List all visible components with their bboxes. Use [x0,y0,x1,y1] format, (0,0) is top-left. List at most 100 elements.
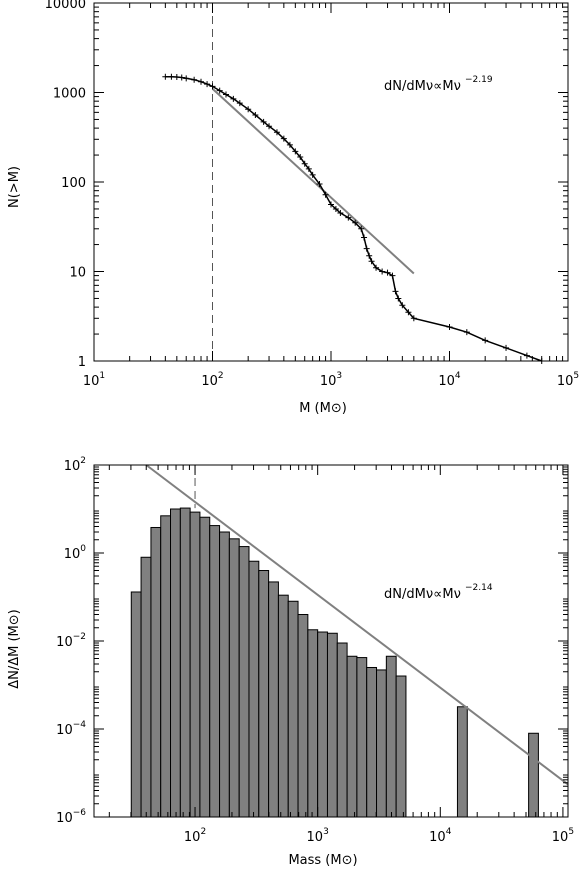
power-law-fit-line [145,464,569,786]
bottom-x-axis-label: Mass (M⊙) [288,853,357,868]
top-annotation-text: dN/dMν∝Mν [384,79,461,94]
bottom-y-axis-label: ΔN/ΔM (M⊙) [7,609,22,689]
histogram-bar [228,538,240,818]
y-tick-label: 100 [64,544,87,562]
data-point [410,315,417,322]
histogram-bar [160,515,172,818]
power-law-fit-line [211,88,415,275]
data-point [316,180,323,187]
histogram-bar [376,669,387,818]
data-point [322,191,329,198]
bottom-x-tick-labels: 102 103 104 105 [184,827,574,845]
data-point [358,225,365,232]
y-tick-label: 10−2 [56,632,86,650]
histogram-bar [317,631,328,818]
histogram-bar [395,675,407,818]
data-point [503,344,510,351]
data-point [368,258,375,265]
data-point [301,160,308,167]
x-tick-label: 101 [83,371,105,389]
data-point [463,329,470,336]
x-tick-label: 103 [307,827,329,845]
histogram-bar [307,629,319,818]
histogram-bar [140,556,152,818]
y-tick-label: 1000 [53,87,86,102]
data-point [198,78,205,85]
bottom-axes [93,464,569,818]
data-point [245,106,252,113]
data-point [332,205,339,212]
y-tick-label: 10−4 [56,720,86,738]
data-point [223,91,230,98]
data-point [337,210,344,217]
data-point [379,268,386,275]
data-point [366,252,373,259]
data-point [183,75,190,82]
data-point [216,87,223,94]
histogram-bar [238,546,250,818]
top-x-axis-label: M (M⊙) [299,401,347,416]
data-point [173,73,180,80]
data-point [392,288,399,295]
top-y-tick-labels: 1 10 100 1000 10000 [45,0,86,370]
data-point [252,112,259,119]
bottom-y-tick-labels: 10−6 10−4 10−2 100 102 [56,456,86,826]
data-point [286,141,293,148]
data-point [523,352,530,359]
y-tick-label: 10−6 [56,808,86,826]
data-point [168,73,175,80]
x-tick-label: 104 [438,371,461,389]
data-point [204,81,211,88]
cumulative-mass-function-chart: 1 10 100 1000 10000 101 102 103 104 105 N(>M) M … [7,0,579,416]
histogram-bar [258,570,270,818]
data-point [395,295,402,302]
histogram-bar [346,655,358,818]
data-point [162,73,169,80]
top-annotation: dN/dMν∝Mν −2.19 [384,75,493,94]
data-point [345,214,352,221]
y-tick-label: 102 [64,456,86,474]
data-point [405,309,412,316]
histogram-bar [287,600,299,818]
x-tick-label: 103 [320,371,342,389]
data-point [446,323,453,330]
histogram-bar [170,508,181,818]
histogram-bar [297,614,309,818]
top-fit-line [211,88,415,275]
histogram-bar [326,632,338,818]
data-point [309,171,316,178]
histogram-bar [130,591,142,818]
histogram-bars [130,507,539,818]
y-tick-label: 1 [78,355,86,370]
data-point [266,123,273,130]
data-point [292,148,299,155]
histogram-bar [150,526,162,818]
data-point [178,74,185,81]
data-point [280,135,287,142]
data-point [399,302,406,309]
x-tick-label: 105 [552,827,574,845]
cumulative-curve [165,75,542,362]
bottom-annotation-text: dN/dMν∝Mν [384,587,461,602]
data-point [230,95,237,102]
data-point [191,76,198,83]
data-point [297,154,304,161]
histogram-bar [268,581,279,818]
histogram-bar [336,642,348,818]
bottom-annotation: dN/dMν∝Mν −2.14 [384,583,493,602]
data-point [384,269,391,276]
top-axes [93,2,569,362]
x-tick-label: 102 [184,827,206,845]
data-point [328,201,334,208]
histogram-bar [356,657,368,818]
histogram-bar [199,516,211,818]
data-point [373,264,380,271]
top-y-axis-label: N(>M) [7,166,22,208]
histogram-bar [189,511,201,818]
top-x-tick-labels: 101 102 103 104 105 [83,371,579,389]
data-point [352,219,359,226]
top-cumulative-series [162,73,545,364]
data-point [260,118,267,125]
y-tick-label: 10000 [45,0,86,12]
data-point [363,245,370,252]
